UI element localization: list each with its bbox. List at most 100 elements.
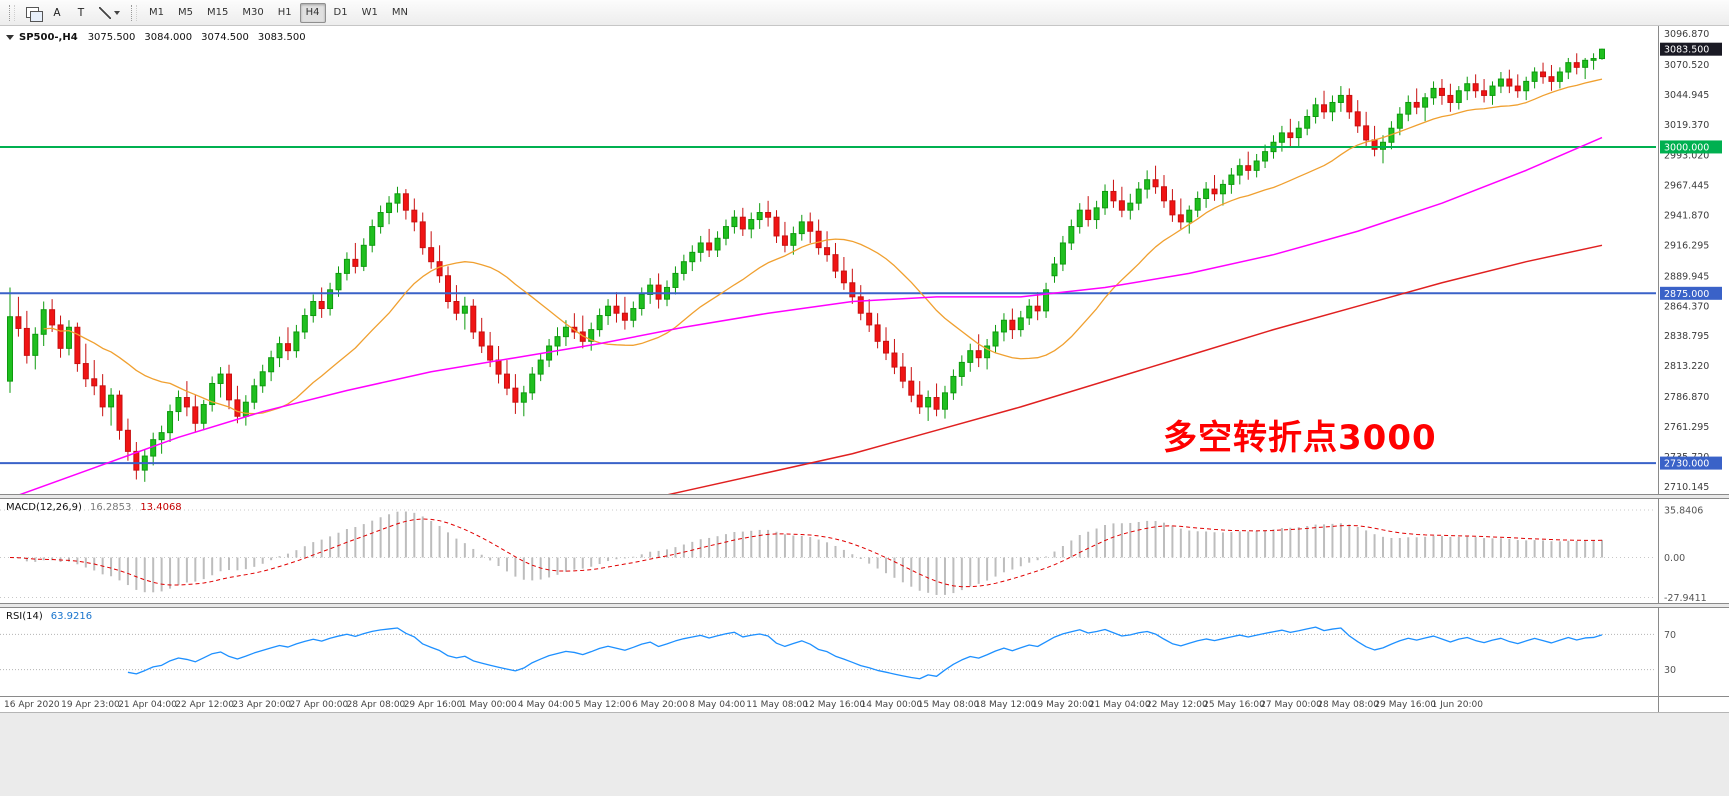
ma-slow-line [667,244,1603,494]
price-badge: 3000.000 [1660,140,1722,154]
macd-histogram [17,511,1603,595]
time-axis-label: 18 May 12:00 [975,700,1037,710]
time-axis-label: 11 May 08:00 [746,700,808,710]
toolbar: A T M1 M5 M15 M30 H1 H4 D1 W1 MN [0,0,1729,26]
price-badge-label: 2730.000 [1664,459,1709,470]
toolbar-grip[interactable] [9,4,15,21]
timeframe-button-d1[interactable]: D1 [328,3,354,23]
price-tick-label: 2838.795 [1664,331,1709,342]
price-tick-label: 2916.295 [1664,240,1709,251]
timeframe-button-mn[interactable]: MN [386,3,414,23]
rsi-pane-label: RSI(14) 63.9216 [6,611,101,622]
collapse-chart-icon[interactable] [6,35,14,40]
price-tick-label: 2993.020 [1664,151,1709,162]
price-badge-label: 3083.500 [1664,45,1709,56]
time-axis-label: 22 May 12:00 [1146,700,1208,710]
time-axis-label: 16 Apr 2020 [4,700,60,710]
time-axis-label: 28 May 08:00 [1317,700,1379,710]
windows-cascade-button[interactable] [21,3,44,23]
chart-canvas[interactable]: 3096.870 3070.520 3044.945 3019.370 2993.020… [0,26,1729,712]
time-axis-label: 25 May 16:00 [1203,700,1265,710]
time-axis-label: 29 Apr 16:00 [404,700,463,710]
price-tick-label: 2786.870 [1664,392,1709,403]
price-tick-label: 2710.145 [1664,482,1709,493]
time-axis-label: 6 May 20:00 [632,700,688,710]
time-axis-label: 1 Jun 20:00 [1432,700,1484,710]
candlestick-series [7,48,1605,482]
macd-main-value: 16.2853 [89,502,132,513]
price-tick-label: 3096.870 [1664,29,1709,40]
timeframe-button-m5[interactable]: M5 [172,3,199,23]
macd-signal-value: 13.4068 [140,502,182,513]
price-tick-label: 2761.295 [1664,422,1709,433]
macd-pane[interactable] [0,509,1656,598]
draw-tools-button[interactable] [94,3,125,23]
time-axis-label: 19 May 20:00 [1032,700,1094,710]
price-tick-label: 3019.370 [1664,120,1709,131]
ohlc-low: 3074.500 [201,32,249,43]
timeframe-button-h1[interactable]: H1 [272,3,298,23]
main-price-pane[interactable] [0,48,1656,510]
ohlc-open: 3075.500 [87,32,136,43]
text-icon: T [77,6,85,19]
chart-area[interactable]: 3096.870 3070.520 3044.945 3019.370 2993.020… [0,26,1729,712]
price-tick-label: 35.8406 [1664,506,1703,517]
price-tick-label: 2864.370 [1664,301,1709,312]
text-label-icon: A [53,6,61,19]
text-label-tool-button[interactable]: A [46,3,68,23]
price-tick-label: 30 [1664,665,1676,676]
price-tick-label: 2941.870 [1664,211,1709,222]
time-axis-label: 5 May 12:00 [575,700,631,710]
annotation-text: 多空转折点3000 [1163,418,1437,458]
rsi-pane[interactable] [0,626,1656,680]
timeframe-button-m30[interactable]: M30 [236,3,269,23]
time-axis-label: 29 May 16:00 [1374,700,1436,710]
time-axis-label: 19 Apr 23:00 [61,700,120,710]
ohlc-high: 3084.000 [144,32,193,43]
time-axis-label: 1 May 00:00 [461,700,517,710]
pane-splitter[interactable] [0,603,1729,608]
price-tick-label: 70 [1664,630,1676,641]
rsi-line [127,626,1603,680]
toolbar-grip[interactable] [131,4,137,21]
time-axis-label: 21 Apr 04:00 [118,700,177,710]
ma-fast-line [43,78,1603,415]
timeframe-button-m15[interactable]: M15 [201,3,234,23]
time-axis-label: 27 Apr 00:00 [290,700,349,710]
price-tick-label: 3044.945 [1664,90,1709,101]
price-badge: 2730.000 [1660,456,1722,470]
time-axis-label: 12 May 16:00 [803,700,865,710]
horizontal-level-lines[interactable] [0,145,1656,465]
bottom-panel [0,712,1729,796]
chart-header: SP500-,H4 3075.500 3084.000 3074.500 308… [6,32,315,43]
macd-pane-label: MACD(12,26,9) 16.2853 13.4068 [6,502,191,513]
time-axis-label: 4 May 04:00 [518,700,574,710]
chevron-down-icon [114,10,120,15]
price-badge-label: 2875.000 [1664,289,1709,300]
trendline-icon [99,6,111,19]
time-axis-label: 15 May 08:00 [918,700,980,710]
time-axis-label: 21 May 04:00 [1089,700,1151,710]
time-axis-label: 28 Apr 08:00 [347,700,406,710]
time-axis-label: 8 May 04:00 [689,700,745,710]
pane-splitter[interactable] [0,494,1729,499]
price-badge-label: 3000.000 [1664,142,1709,153]
rsi-value: 63.9216 [50,611,93,622]
price-axis[interactable]: 3096.870 3070.520 3044.945 3019.370 2993.020… [1660,29,1722,676]
symbol-period-label: SP500-,H4 [19,32,78,43]
price-badge: 3083.500 [1660,42,1722,56]
ohlc-close: 3083.500 [257,32,306,43]
time-axis-label: 14 May 00:00 [861,700,923,710]
price-badge: 2875.000 [1660,286,1722,300]
price-tick-label: 2889.945 [1664,271,1709,282]
price-tick-label: 2967.445 [1664,181,1709,192]
timeframe-button-h4[interactable]: H4 [299,2,326,23]
timeframe-button-m1[interactable]: M1 [143,3,170,23]
time-axis-label: 22 Apr 12:00 [175,700,234,710]
timeframe-button-w1[interactable]: W1 [356,3,384,23]
price-tick-label: 0.00 [1664,553,1685,564]
text-tool-button[interactable]: T [70,3,92,23]
time-axis-label: 27 May 00:00 [1260,700,1322,710]
